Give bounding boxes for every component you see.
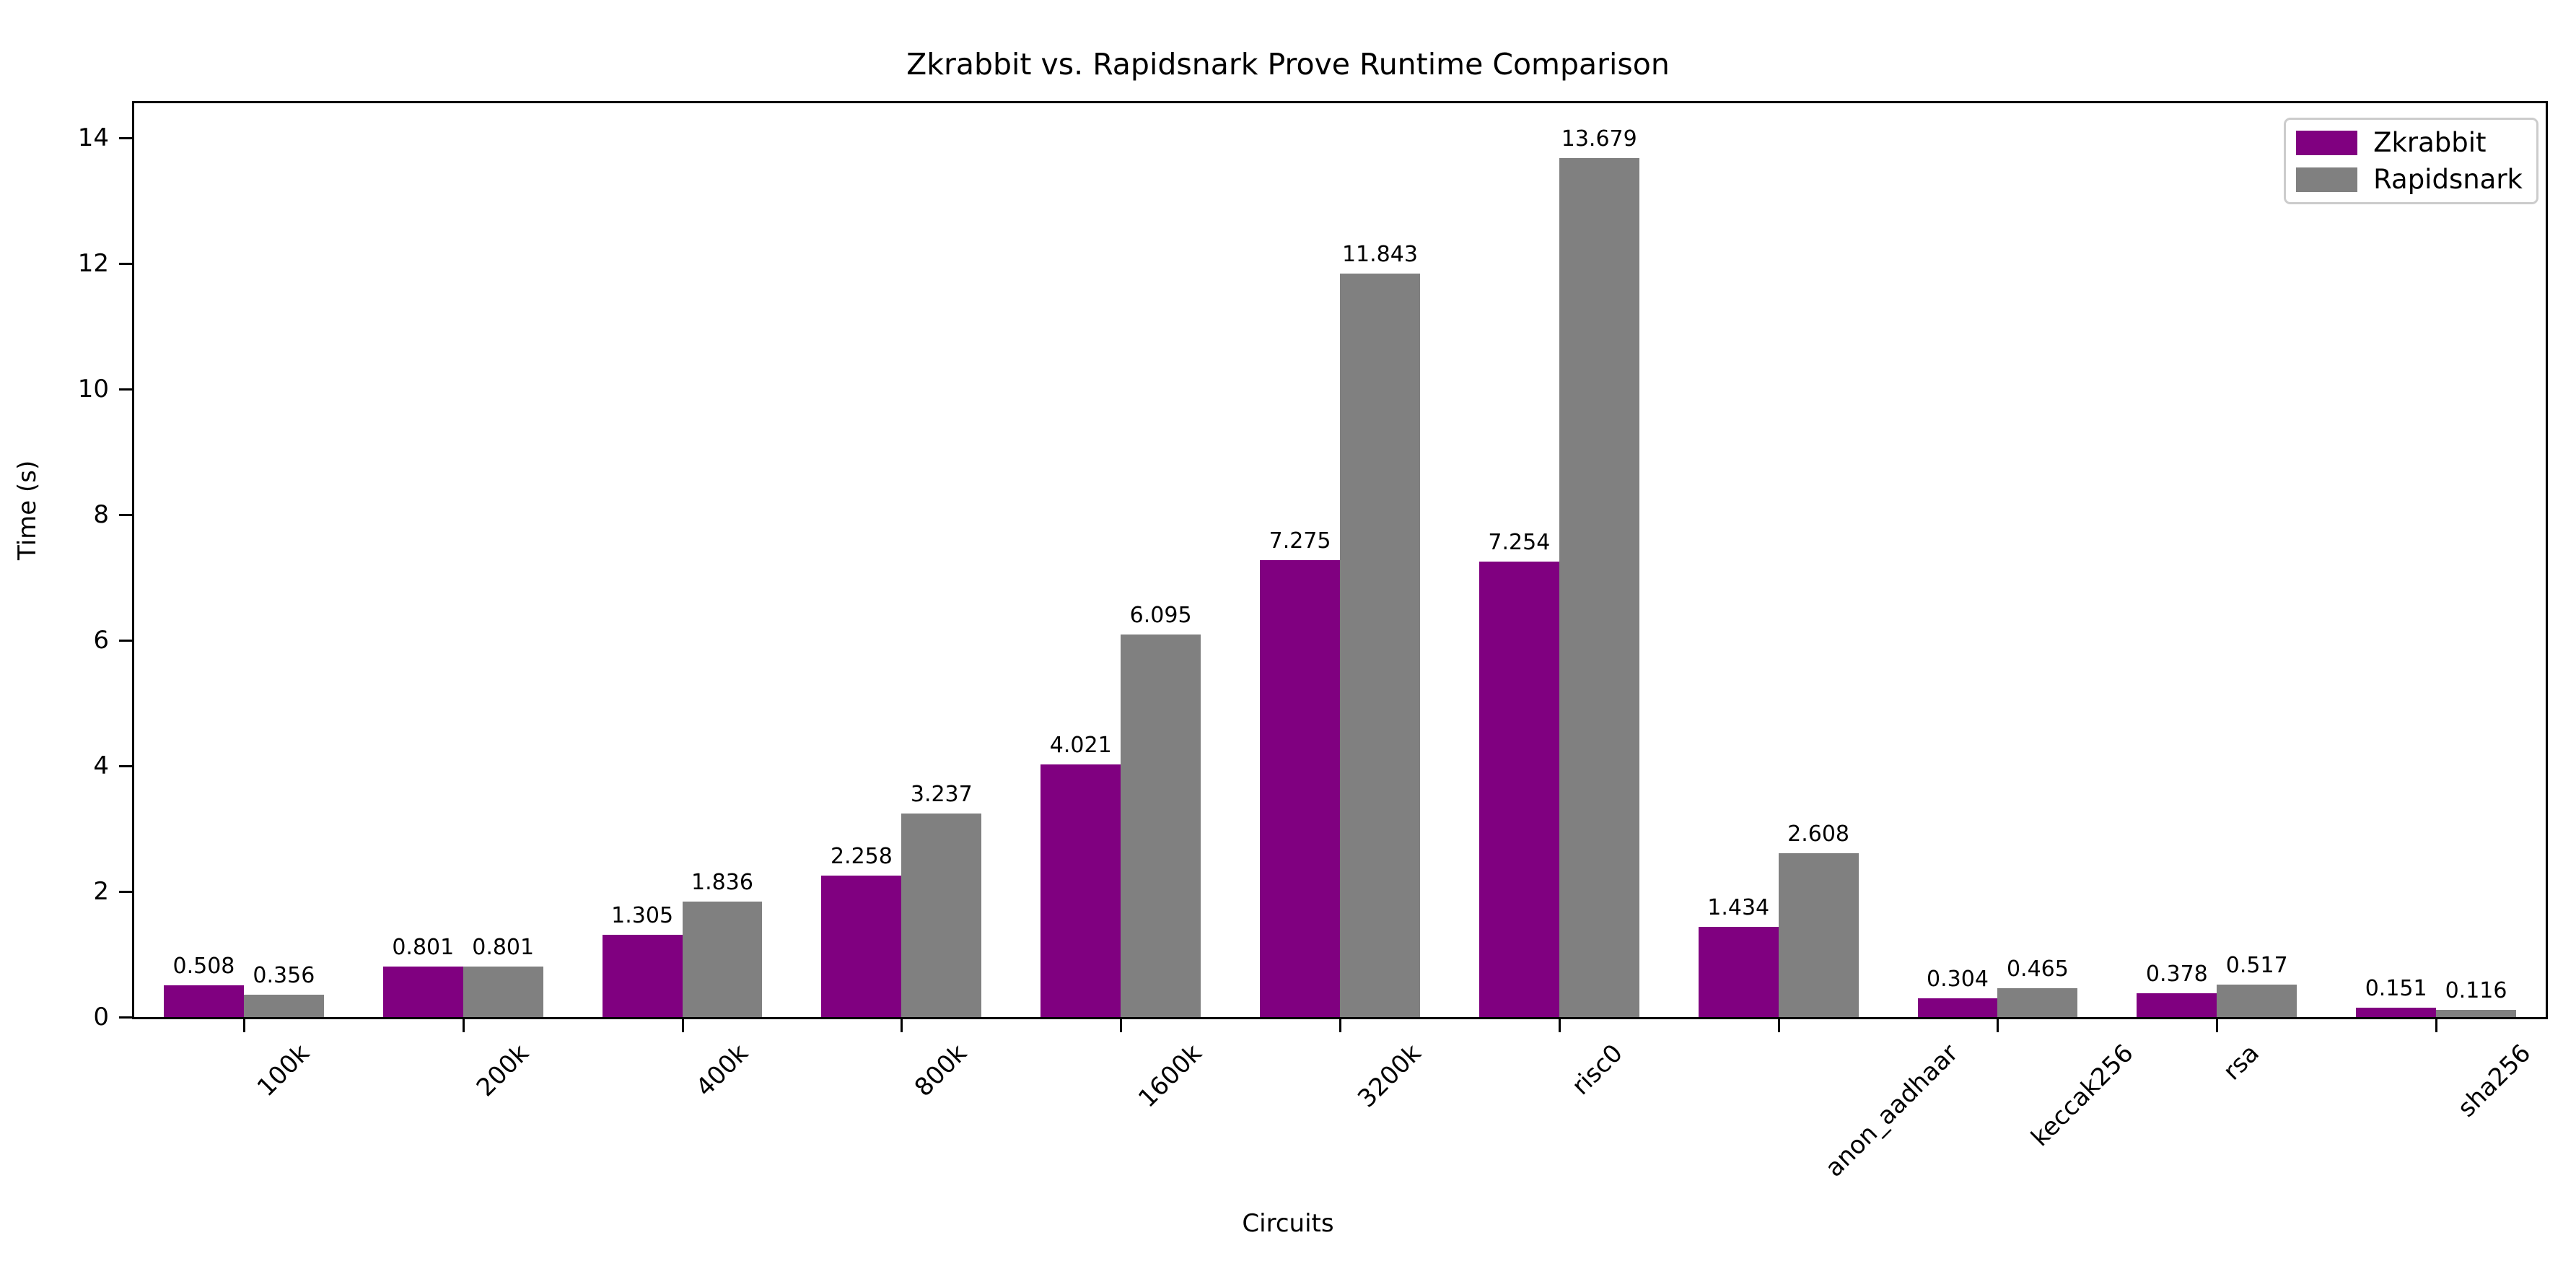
bar-value-label: 1.434 xyxy=(1707,895,1770,921)
bar-value-label: 6.095 xyxy=(1129,602,1192,628)
legend-label: Zkrabbit xyxy=(2373,127,2487,158)
bar-zkrabbit-keccak256[interactable] xyxy=(1917,998,1998,1017)
bar-zkrabbit-100k[interactable] xyxy=(164,985,244,1017)
y-tick-label: 2 xyxy=(93,876,109,906)
bar-rapidsnark-anon_aadhaar[interactable] xyxy=(1778,853,1859,1017)
bar-rapidsnark-1600k[interactable] xyxy=(1121,634,1201,1017)
x-tick-mark xyxy=(2216,1017,2219,1032)
bar-value-label: 13.679 xyxy=(1561,126,1637,152)
x-tick-mark xyxy=(1997,1017,1999,1032)
bar-value-label: 0.378 xyxy=(2145,961,2208,987)
bar-rapidsnark-sha256[interactable] xyxy=(2436,1009,2516,1017)
bar-value-label: 2.608 xyxy=(1787,821,1850,847)
x-tick-label: keccak256 xyxy=(2025,1039,2139,1153)
x-tick-label: sha256 xyxy=(2452,1039,2537,1123)
bar-value-label: 0.801 xyxy=(472,935,535,961)
bar-zkrabbit-3200k[interactable] xyxy=(1260,560,1340,1017)
x-tick-mark xyxy=(1777,1017,1780,1032)
y-tick-mark xyxy=(119,388,134,391)
x-axis-label: Circuits xyxy=(1242,1209,1334,1238)
bar-zkrabbit-anon_aadhaar[interactable] xyxy=(1698,927,1779,1017)
bar-value-label: 0.151 xyxy=(2365,975,2427,1001)
bar-value-label: 0.517 xyxy=(2225,953,2288,979)
bar-value-label: 0.116 xyxy=(2445,977,2507,1003)
bars-layer: 0.508 0.801 1.305 2.258 4.021 7.275 7.254 1.434… xyxy=(134,103,2546,1017)
bar-rapidsnark-rsa[interactable] xyxy=(2217,985,2297,1017)
bar-zkrabbit-risc0[interactable] xyxy=(1478,561,1559,1017)
y-tick-label: 6 xyxy=(93,625,109,655)
y-axis-label: Time (s) xyxy=(13,460,42,560)
bar-value-label: 0.465 xyxy=(2006,956,2069,982)
y-tick-mark xyxy=(119,262,134,265)
y-tick-label: 14 xyxy=(77,123,109,152)
bar-zkrabbit-800k[interactable] xyxy=(821,875,902,1017)
x-tick-label: 3200k xyxy=(1352,1039,1427,1114)
x-tick-mark xyxy=(2435,1017,2438,1032)
x-tick-label: anon_aadhaar xyxy=(1819,1039,1964,1183)
legend-label: Rapidsnark xyxy=(2373,164,2523,195)
bar-rapidsnark-risc0[interactable] xyxy=(1559,157,1639,1017)
y-tick-label: 4 xyxy=(93,751,109,780)
bar-value-label: 3.237 xyxy=(910,782,973,808)
legend-swatch-rapidsnark xyxy=(2296,167,2358,192)
bar-value-label: 1.836 xyxy=(691,870,753,896)
y-tick-mark xyxy=(119,1016,134,1019)
bar-rapidsnark-3200k[interactable] xyxy=(1340,273,1420,1017)
bar-value-label: 4.021 xyxy=(1049,733,1112,759)
x-tick-label: 100k xyxy=(251,1039,315,1103)
bar-value-label: 11.843 xyxy=(1341,241,1418,267)
bar-rapidsnark-800k[interactable] xyxy=(901,814,982,1017)
bar-zkrabbit-400k[interactable] xyxy=(602,935,683,1017)
x-tick-mark xyxy=(462,1017,465,1032)
bar-zkrabbit-1600k[interactable] xyxy=(1041,764,1121,1017)
y-tick-label: 8 xyxy=(93,500,109,529)
y-tick-label: 0 xyxy=(93,1003,109,1032)
x-tick-label: 400k xyxy=(690,1039,754,1103)
y-tick-mark xyxy=(119,890,134,893)
bar-value-label: 1.305 xyxy=(611,903,674,929)
x-tick-mark xyxy=(1558,1017,1561,1032)
bar-rapidsnark-keccak256[interactable] xyxy=(1997,987,2078,1017)
bar-value-label: 0.356 xyxy=(253,963,315,989)
bar-value-label: 0.508 xyxy=(172,953,235,979)
y-tick-label: 10 xyxy=(77,374,109,404)
y-tick-mark xyxy=(119,513,134,516)
x-tick-label: rsa xyxy=(2217,1039,2266,1086)
x-tick-label: 200k xyxy=(470,1039,535,1103)
bar-rapidsnark-400k[interactable] xyxy=(682,902,763,1017)
x-tick-label: 800k xyxy=(909,1039,973,1103)
x-tick-mark xyxy=(1339,1017,1341,1032)
bar-zkrabbit-200k[interactable] xyxy=(382,967,463,1017)
x-tick-mark xyxy=(1120,1017,1123,1032)
chart-title-line-1: Zkrabbit vs. Rapidsnark Prove Runtime Co… xyxy=(906,47,1670,82)
y-tick-mark xyxy=(119,639,134,642)
y-tick-mark xyxy=(119,764,134,767)
bar-value-label: 0.304 xyxy=(1927,966,1989,992)
legend-item-zkrabbit[interactable]: Zkrabbit xyxy=(2296,129,2523,156)
bar-value-label: 0.801 xyxy=(392,935,455,961)
bar-value-label: 7.275 xyxy=(1269,528,1331,554)
legend: Zkrabbit Rapidsnark xyxy=(2284,118,2538,204)
bar-rapidsnark-100k[interactable] xyxy=(243,995,324,1017)
bar-zkrabbit-rsa[interactable] xyxy=(2137,993,2217,1017)
legend-item-rapidsnark[interactable]: Rapidsnark xyxy=(2296,166,2523,193)
x-tick-mark xyxy=(242,1017,245,1032)
bar-zkrabbit-sha256[interactable] xyxy=(2356,1007,2437,1017)
legend-swatch-zkrabbit xyxy=(2296,130,2358,155)
bar-rapidsnark-200k[interactable] xyxy=(463,967,543,1017)
bar-value-label: 2.258 xyxy=(830,843,893,869)
bar-value-label: 7.254 xyxy=(1488,529,1551,555)
y-tick-label: 12 xyxy=(77,248,109,278)
x-tick-label: 1600k xyxy=(1133,1039,1208,1114)
x-tick-label: risc0 xyxy=(1566,1039,1629,1101)
x-tick-mark xyxy=(681,1017,684,1032)
x-tick-mark xyxy=(901,1017,903,1032)
plot-area: 0 2 4 6 8 10 12 14 0.508 0.801 1.305 2.258 4.021 7.2… xyxy=(78,101,2548,1183)
y-tick-mark xyxy=(119,136,134,139)
